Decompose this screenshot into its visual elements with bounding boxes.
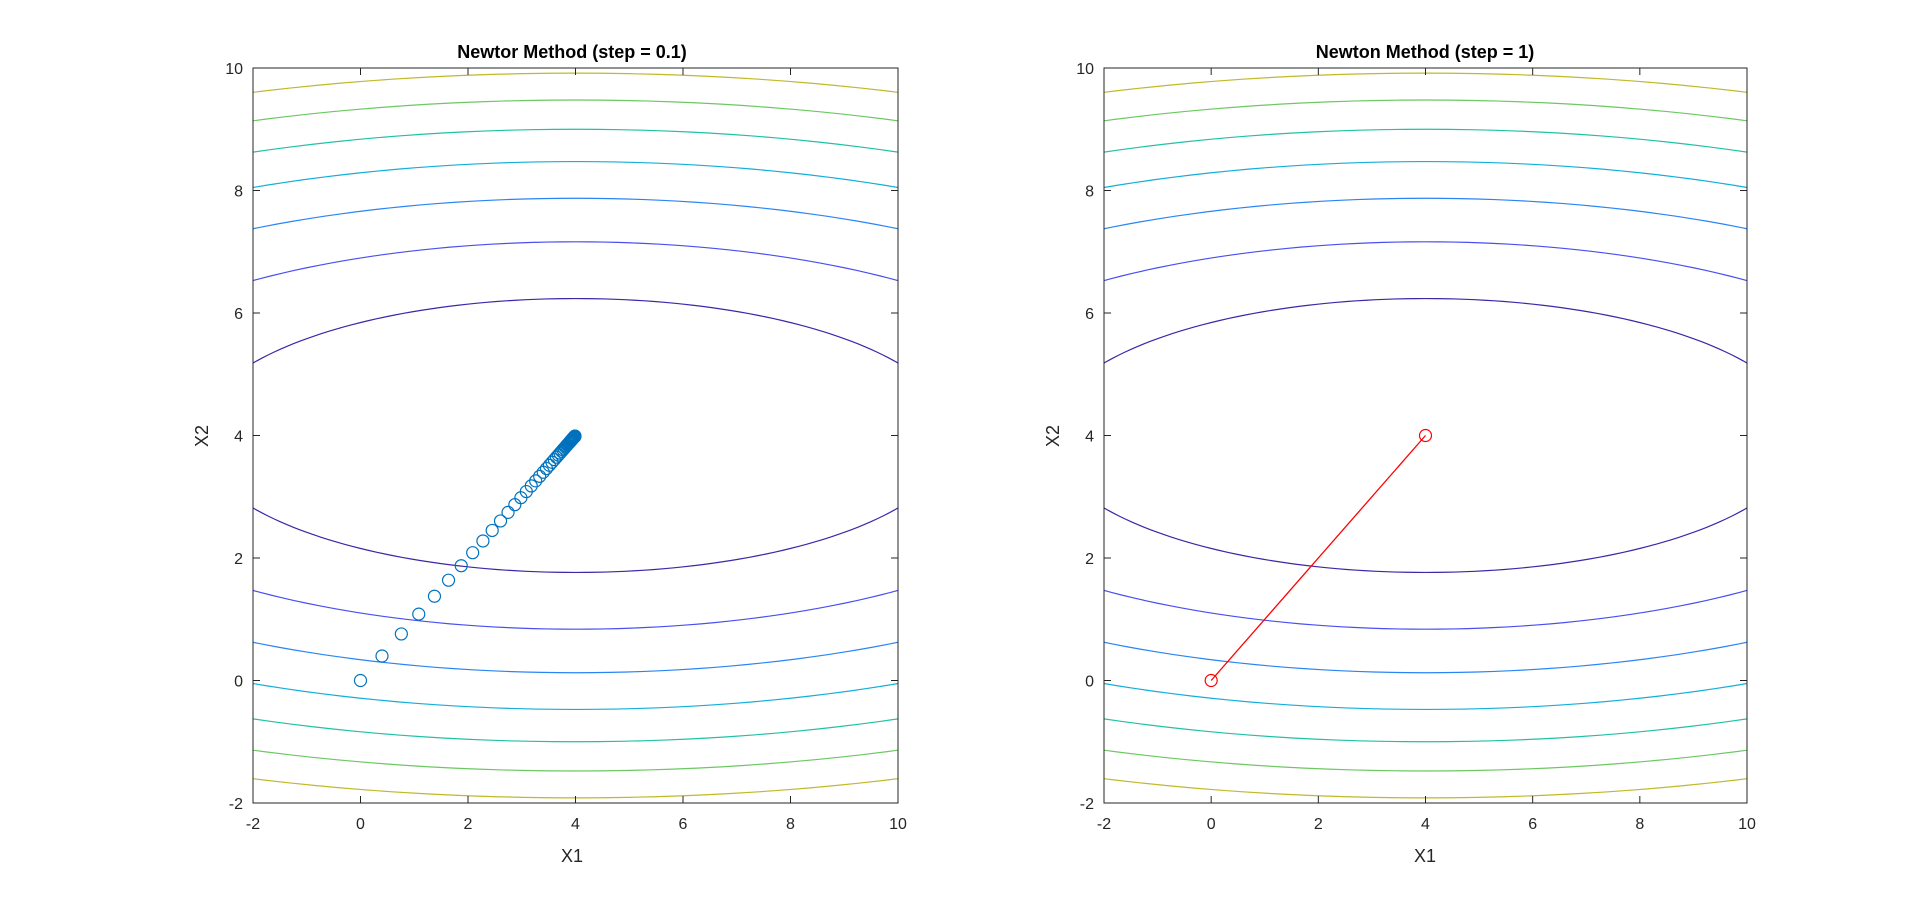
left-contour-level-6 — [253, 99, 898, 772]
left-data-point — [476, 534, 490, 548]
left-contour-level-1 — [253, 297, 898, 574]
left-data-point — [412, 607, 426, 621]
right-y-tick-label: 0 — [1085, 674, 1094, 691]
left-data-point — [466, 546, 480, 560]
left-x-tick-label: 0 — [356, 816, 365, 833]
left-x-tick-label: 10 — [889, 816, 907, 833]
left-data-point — [441, 573, 456, 587]
right-plot-title: Newton Method (step = 1) — [1316, 42, 1535, 62]
right-x-tick-label: -2 — [1097, 816, 1111, 833]
right-contour-level-1 — [1104, 297, 1747, 574]
left-series-1 — [353, 429, 582, 688]
left-plot-title: Newtor Method (step = 0.1) — [457, 42, 687, 62]
left-data-point — [375, 649, 389, 663]
left-contour-level-2 — [253, 241, 898, 630]
left-y-tick-label: 10 — [225, 61, 243, 78]
right-y-tick-label: 10 — [1076, 61, 1094, 78]
left-y-tick-label: 0 — [234, 674, 243, 691]
left-data-point — [454, 559, 468, 573]
left-contour-group — [0, 48, 1651, 823]
left-contour-level-5 — [253, 128, 898, 743]
left-x-tick-label: 8 — [786, 816, 795, 833]
left-data-point — [427, 589, 442, 603]
left-y-tick-label: -2 — [229, 796, 243, 813]
right-y-tick-label: 4 — [1085, 429, 1094, 446]
right-series-1 — [1204, 428, 1433, 688]
right-x-tick-label: 2 — [1314, 816, 1323, 833]
right-data-point — [1418, 428, 1433, 443]
left-data-point — [501, 505, 515, 519]
right-x-tick-label: 6 — [1528, 816, 1537, 833]
right-contour-group — [354, 48, 1920, 823]
right-data-point — [1204, 673, 1218, 688]
right-contour-level-4 — [1104, 160, 1747, 711]
left-contour-level-8 — [0, 48, 1651, 823]
left-data-point — [394, 627, 408, 641]
left-x-tick-label: -2 — [246, 816, 260, 833]
left-data-point — [524, 479, 538, 493]
right-x-tick-label: 0 — [1207, 816, 1216, 833]
left-data-point — [533, 469, 547, 483]
right-y-tick-label: 2 — [1085, 551, 1094, 568]
right-x-axis-label: X1 — [1414, 846, 1436, 866]
right-x-tick-label: 8 — [1635, 816, 1644, 833]
right-contour-level-5 — [1104, 128, 1747, 743]
left-y-tick-label: 2 — [234, 551, 243, 568]
left-data-point — [485, 523, 499, 538]
left-y-tick-label: 6 — [234, 306, 243, 323]
left-data-point — [529, 474, 543, 488]
left-subplot: Newtor Method (step = 0.1) X1 X2 -2 0 2 4 6 8… — [0, 42, 1651, 866]
right-y-tick-label: -2 — [1080, 796, 1094, 813]
right-y-tick-label: 6 — [1085, 306, 1094, 323]
right-contour-level-6 — [1104, 99, 1747, 772]
right-y-axis-label: X2 — [1043, 425, 1063, 447]
left-x-axis-label: X1 — [561, 846, 583, 866]
left-x-tick-label: 4 — [571, 816, 580, 833]
left-x-tick-label: 2 — [464, 816, 473, 833]
left-x-tick-label: 6 — [679, 816, 688, 833]
left-y-tick-label: 4 — [234, 429, 243, 446]
right-subplot: Newton Method (step = 1) X1 X2 -2 0 2 4 6 8 10… — [354, 42, 1920, 866]
left-data-point — [493, 514, 508, 528]
right-series-line — [1210, 435, 1426, 681]
left-y-tick-label: 8 — [234, 184, 243, 201]
left-data-point — [353, 673, 368, 688]
right-contour-level-2 — [1104, 241, 1747, 630]
left-data-point — [508, 498, 522, 512]
left-data-point — [568, 429, 582, 443]
right-contour-level-8 — [354, 48, 1920, 823]
right-x-tick-label: 10 — [1738, 816, 1756, 833]
right-y-tick-label: 8 — [1085, 184, 1094, 201]
left-y-axis-label: X2 — [192, 425, 212, 447]
right-x-tick-label: 4 — [1421, 816, 1430, 833]
right-contour-level-7 — [1104, 72, 1747, 799]
